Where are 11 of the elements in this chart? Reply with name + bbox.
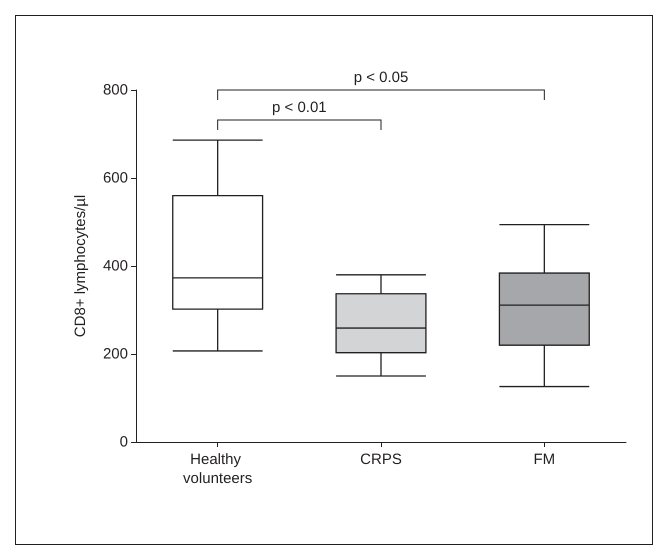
y-tick-label: 200 xyxy=(102,346,128,362)
y-tick-label: 600 xyxy=(102,170,128,186)
annotation: p < 0.01 xyxy=(272,99,327,116)
x-tick-label: Healthy volunteers xyxy=(183,451,252,487)
x-tick-label: CRPS xyxy=(360,451,402,468)
y-tick-label: 400 xyxy=(102,258,128,274)
y-tick-label: 0 xyxy=(120,434,128,450)
y-tick-label: 800 xyxy=(102,82,128,98)
text: p < 0.05 xyxy=(354,69,408,86)
y-axis-title: CD8+ lymphocytes/µl xyxy=(72,194,89,338)
x-tick-label: FM xyxy=(533,451,556,468)
